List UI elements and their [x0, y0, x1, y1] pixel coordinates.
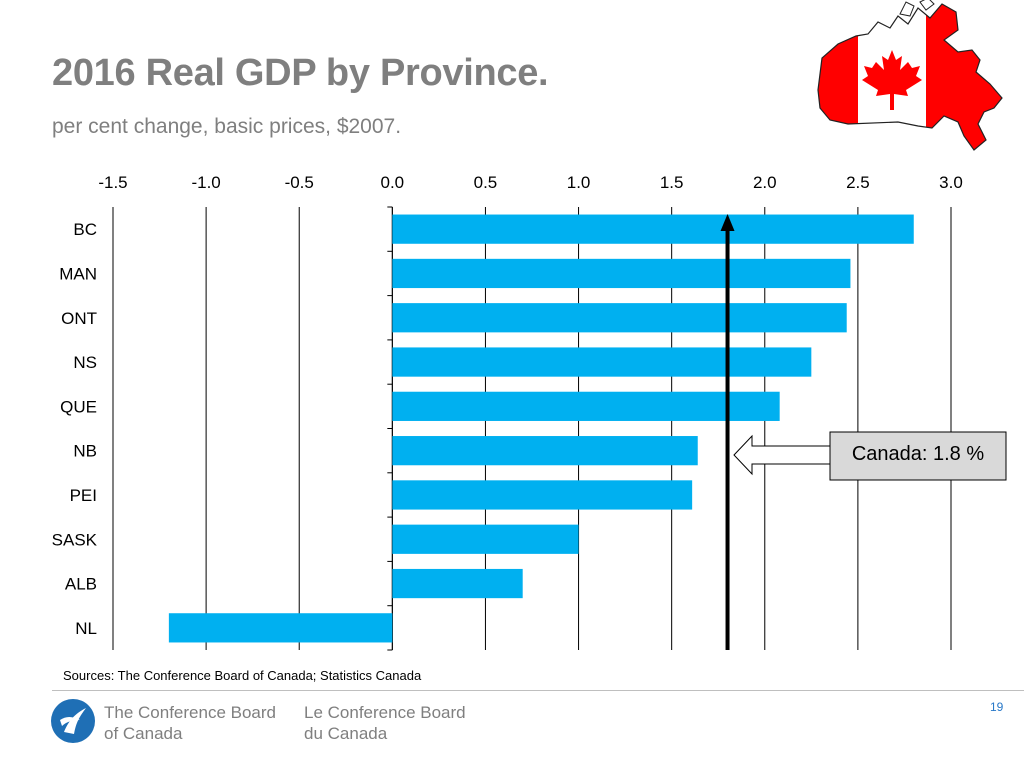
y-axis-labels: BC MAN ONT NS QUE NB PEI SASK ALB NL — [52, 220, 98, 638]
x-tick-label: -1.0 — [191, 173, 220, 192]
callout-arrow — [734, 436, 830, 474]
bars — [169, 215, 914, 643]
page-subtitle: per cent change, basic prices, $2007. — [52, 115, 401, 139]
page-title: 2016 Real GDP by Province. — [52, 52, 548, 95]
org-name-french: Le Conference Board du Canada — [304, 702, 466, 744]
bar-que — [392, 392, 779, 421]
category-label: NS — [73, 353, 97, 372]
category-label: ONT — [61, 309, 97, 328]
x-tick-label: -1.5 — [98, 173, 127, 192]
x-tick-label: 1.5 — [660, 173, 684, 192]
bar-ns — [392, 347, 811, 376]
bar-nl — [169, 613, 392, 642]
category-label: MAN — [59, 264, 97, 283]
bar-pei — [392, 480, 692, 509]
x-tick-label: 1.0 — [567, 173, 591, 192]
x-tick-label: 2.5 — [846, 173, 870, 192]
bar-bc — [392, 215, 913, 244]
category-label: PEI — [70, 486, 97, 505]
sources-note: Sources: The Conference Board of Canada;… — [63, 668, 421, 683]
x-axis-ticks: -1.5 -1.0 -0.5 0.0 0.5 1.0 1.5 2.0 2.5 3.0 — [98, 173, 962, 192]
category-label: ALB — [65, 575, 97, 594]
x-tick-label: -0.5 — [285, 173, 314, 192]
x-tick-label: 0.0 — [381, 173, 405, 192]
category-label: BC — [73, 220, 97, 239]
x-tick-label: 2.0 — [753, 173, 777, 192]
canada-flag-map-icon — [808, 0, 1006, 160]
category-label: SASK — [52, 530, 98, 549]
bar-sask — [392, 525, 578, 554]
org-name-english: The Conference Board of Canada — [104, 702, 276, 744]
category-label: NL — [75, 619, 97, 638]
category-label: QUE — [60, 397, 97, 416]
bar-man — [392, 259, 850, 288]
x-tick-label: 3.0 — [939, 173, 963, 192]
canada-callout-label: Canada: 1.8 % — [852, 443, 985, 465]
conference-board-logo-icon — [50, 698, 96, 744]
x-tick-label: 0.5 — [474, 173, 498, 192]
bar-ont — [392, 303, 846, 332]
footer-divider — [52, 690, 1024, 691]
page-number: 19 — [990, 700, 1003, 714]
category-label: NB — [73, 442, 97, 461]
bar-chart: -1.5 -1.0 -0.5 0.0 0.5 1.0 1.5 2.0 2.5 3.0 BC MAN O… — [0, 160, 1024, 660]
bar-nb — [392, 436, 697, 465]
bar-alb — [392, 569, 522, 598]
